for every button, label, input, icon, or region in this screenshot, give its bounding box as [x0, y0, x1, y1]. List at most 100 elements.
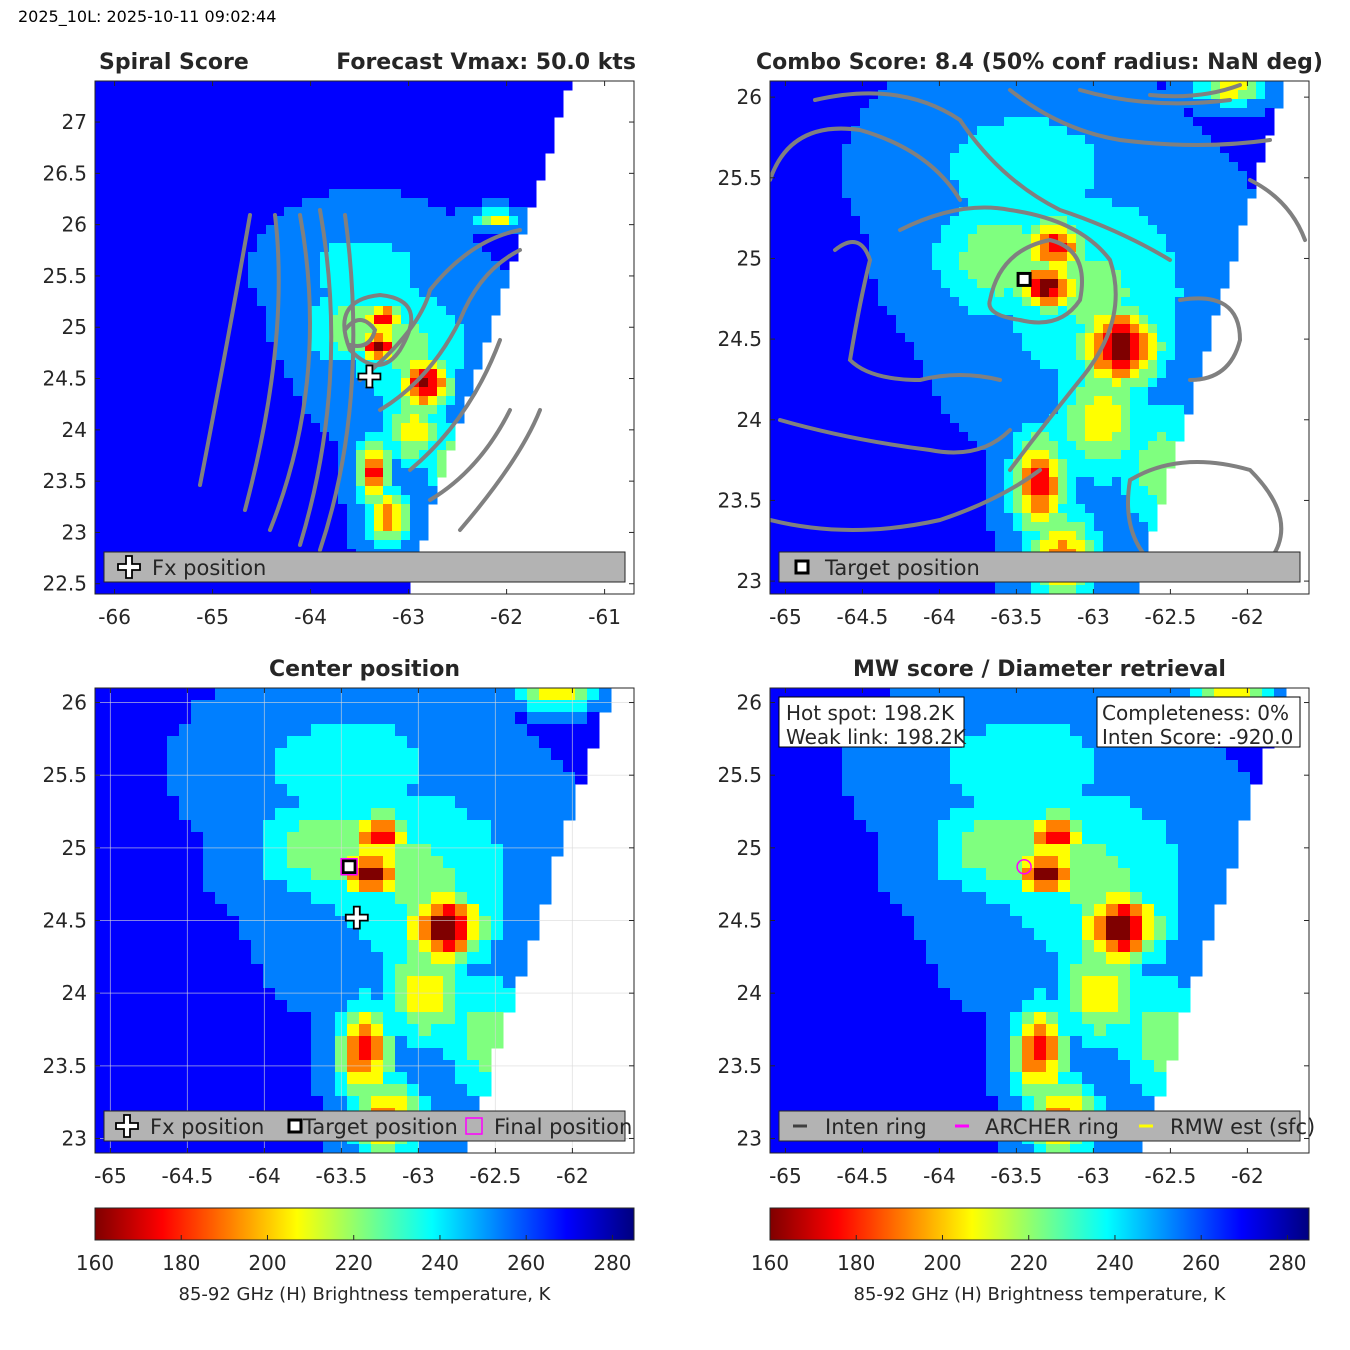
colorbar-label: 85-92 GHz (H) Brightness temperature, K — [179, 1284, 552, 1305]
contour-line — [813, 91, 1172, 262]
contour-line — [268, 213, 312, 532]
y-tick-label: 23 — [62, 520, 87, 544]
legend-spiral: Fx position — [103, 551, 626, 583]
legend-label: Fx position — [150, 1115, 264, 1139]
x-tick-label: -62.5 — [470, 1164, 522, 1188]
x-tick-label: -61 — [588, 605, 621, 629]
y-tick-label: 26 — [737, 85, 762, 109]
colorbar-tick-label: 180 — [837, 1251, 875, 1275]
contour-line — [898, 205, 1118, 472]
axes-frame — [94, 80, 635, 595]
legend-label: RMW est (sfc) — [1170, 1115, 1315, 1139]
y-tick-label: 23.5 — [42, 469, 87, 493]
annotation-text: Weak link: 198.2K — [786, 725, 967, 749]
contour-line — [343, 318, 378, 348]
contour-line — [1148, 83, 1242, 99]
y-tick-label: 25.5 — [42, 763, 87, 787]
contour-line — [770, 468, 1042, 532]
fx-position-marker — [357, 364, 382, 389]
contour-line — [408, 338, 502, 472]
panel-mw: -65 -64.5 -64 -63.5 -63 -62.5 -62 23 23.5 24 24.5 2… — [717, 657, 1315, 1305]
contour-line — [1178, 296, 1243, 382]
legend-label: ARCHER ring — [985, 1115, 1119, 1139]
colorbar-tick-label: 200 — [923, 1251, 961, 1275]
legend-box — [778, 1110, 1301, 1142]
contour-line — [987, 237, 1084, 325]
y-tick-label: 22.5 — [42, 572, 87, 596]
x-tick-label: -63 — [402, 1164, 435, 1188]
x-tick-label: -65 — [196, 605, 229, 629]
archer-ring-marker — [1016, 858, 1032, 875]
contour-line — [1248, 178, 1307, 242]
x-tick-label: -63 — [1077, 605, 1110, 629]
x-tick-label: -63.5 — [316, 1164, 368, 1188]
panel-title: Combo Score: 8.4 (50% conf radius: NaN d… — [756, 50, 1323, 75]
cross-marker-icon — [357, 364, 382, 389]
y-tick-label: 24 — [62, 981, 87, 1005]
y-tick-label: 24.5 — [717, 327, 762, 351]
x-tick-label: -62 — [490, 605, 523, 629]
contour-line — [1008, 88, 1272, 147]
x-tick-label: -64 — [294, 605, 327, 629]
y-tick-label: 25.5 — [42, 264, 87, 288]
fx-position-marker — [344, 905, 369, 930]
y-tick-label: 26 — [62, 691, 87, 715]
target-position-marker — [1016, 271, 1032, 287]
y-tick-label: 25 — [62, 315, 87, 339]
contour-line — [1078, 88, 1232, 106]
x-tick-label: -62 — [1231, 605, 1264, 629]
final-position-marker — [340, 857, 358, 876]
colorbar-center: 160 180 200 220 240 260 280 85-92 GHz (H) Brigh… — [76, 1207, 635, 1305]
legend-center: Fx position Target position Final position — [103, 1110, 632, 1142]
y-tick-label: 23.5 — [717, 1054, 762, 1078]
panel-spiral: -66 -65 -64 -63 -62 -61 22.5 23 23.5 24 24.5 25 25.5… — [42, 50, 636, 629]
y-tick-label: 23 — [737, 569, 762, 593]
x-tick-label: -62.5 — [1145, 605, 1197, 629]
heatmap-mw — [770, 688, 1309, 1153]
contour-line — [298, 208, 334, 547]
colorbar-gradient — [769, 1207, 1310, 1241]
colorbar-tick-label: 240 — [1096, 1251, 1134, 1275]
contour-line — [378, 248, 522, 412]
colorbar-tick-label: 180 — [162, 1251, 200, 1275]
panel-title: Center position — [269, 657, 460, 682]
colorbar-tick-label: 280 — [1268, 1251, 1306, 1275]
y-tick-label: 23.5 — [717, 488, 762, 512]
annotation-right: Completeness: 0%Inten Score: -920.0 — [1096, 696, 1301, 749]
panel-title: MW score / Diameter retrieval — [853, 657, 1226, 682]
legend-box — [103, 551, 626, 583]
annotation-box — [1096, 696, 1301, 748]
colorbar-mw: 160 180 200 220 240 260 280 85-92 GHz (H) Brigh… — [751, 1207, 1310, 1305]
y-tick-label: 25 — [737, 246, 762, 270]
cross-marker-icon — [344, 905, 369, 930]
x-tick-label: -64 — [923, 1164, 956, 1188]
y-tick-label: 24 — [737, 408, 762, 432]
y-tick-label: 26 — [737, 691, 762, 715]
colorbar-tick-label: 160 — [751, 1251, 789, 1275]
x-tick-label: -62 — [556, 1164, 589, 1188]
y-tick-label: 24.5 — [42, 909, 87, 933]
annotation-text: Completeness: 0% — [1102, 701, 1289, 725]
annotation-text: Inten Score: -920.0 — [1102, 725, 1293, 749]
contour-line — [428, 408, 512, 502]
magenta-square-icon — [465, 1117, 483, 1135]
legend-mw: Inten ring ARCHER ring RMW est (sfc) — [778, 1110, 1315, 1142]
x-tick-label: -63.5 — [991, 605, 1043, 629]
heatmap-spiral — [95, 81, 634, 594]
x-tick-label: -62.5 — [1145, 1164, 1197, 1188]
panel-title-right: Forecast Vmax: 50.0 kts — [336, 50, 636, 75]
square-marker-icon — [794, 559, 810, 575]
contour-line — [318, 213, 356, 552]
y-tick-label: 25.5 — [717, 763, 762, 787]
y-tick-label: 26 — [62, 213, 87, 237]
x-tick-label: -62 — [1231, 1164, 1264, 1188]
legend-label: Target position — [302, 1115, 458, 1139]
colorbar-tick-label: 280 — [593, 1251, 631, 1275]
x-tick-label: -63 — [392, 605, 425, 629]
y-tick-label: 24.5 — [42, 367, 87, 391]
legend-box — [778, 551, 1301, 583]
y-tick-label: 24 — [62, 418, 87, 442]
contour-line — [770, 126, 962, 202]
